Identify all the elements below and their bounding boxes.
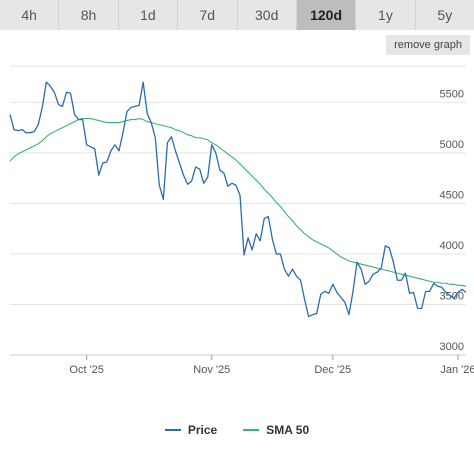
range-tab-7d[interactable]: 7d [178, 0, 238, 30]
range-tab-120d[interactable]: 120d [296, 0, 357, 30]
legend-item-price[interactable]: Price [164, 423, 218, 437]
x-tick-label: Oct '25 [69, 364, 104, 376]
legend-label: Price [187, 423, 218, 437]
legend-label: SMA 50 [266, 423, 310, 437]
range-tab-1d[interactable]: 1d [118, 0, 179, 30]
time-range-selector: 4h 8h 1d 7d 30d 120d 1y 5y [0, 0, 474, 30]
range-tab-1y[interactable]: 1y [356, 0, 416, 30]
y-tick-label: 3000 [440, 341, 464, 353]
legend-swatch [243, 429, 260, 431]
x-tick-label: Dec '25 [314, 364, 351, 376]
x-tick-label: Jan '26 [440, 364, 474, 376]
range-tab-30d[interactable]: 30d [237, 0, 297, 30]
y-tick-label: 5500 [440, 88, 464, 100]
range-tab-5y[interactable]: 5y [415, 0, 474, 30]
x-tick-label: Nov '25 [193, 364, 230, 376]
legend-item-sma-50[interactable]: SMA 50 [243, 423, 309, 437]
remove-graph-button[interactable]: remove graph [386, 35, 470, 55]
legend-swatch [164, 429, 181, 431]
y-tick-label: 5000 [440, 139, 464, 151]
price-series-line [9, 81, 467, 318]
chart-legend: Price SMA 50 [0, 420, 474, 440]
sma50-series-line [9, 118, 467, 287]
y-tick-label: 4000 [440, 240, 464, 252]
range-tab-8h[interactable]: 8h [59, 0, 119, 30]
y-tick-label: 4500 [440, 189, 464, 201]
range-tab-4h[interactable]: 4h [0, 0, 60, 30]
